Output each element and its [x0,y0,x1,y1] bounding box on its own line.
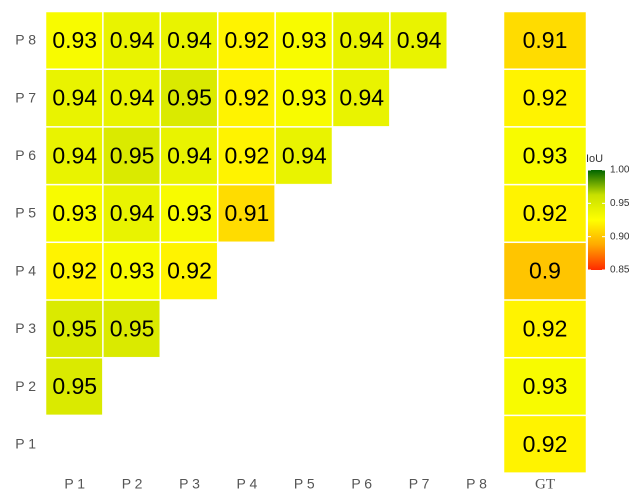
heatmap-cell [332,11,390,69]
colorbar-label: 0.95 [610,198,630,209]
heatmap-cell [275,127,333,185]
colorbar [588,170,605,270]
gt-cell [503,184,587,243]
cell-label: 0.95 [110,142,155,168]
cell-label: 0.92 [167,258,212,284]
cell-label: 0.95 [52,315,97,341]
cell-label: 0.94 [110,85,155,111]
y-tick-label: P 1 [15,435,36,451]
cell-label: 0.92 [225,142,270,168]
y-tick-label: P 8 [15,32,36,48]
heatmap-cell [160,184,218,243]
heatmap-cell [217,11,275,69]
heatmap-cell [103,242,161,300]
gt-cell-label: 0.92 [523,315,568,341]
heatmap-cell [160,242,218,300]
cell-label: 0.93 [110,258,155,284]
heatmap-cell [45,184,103,243]
heatmap-cell [103,127,161,185]
cell-label: 0.95 [52,373,97,399]
gt-cell [503,300,587,358]
x-tick-label: P 3 [179,476,200,492]
heatmap-cell [45,357,103,416]
gt-cell-label: 0.9 [529,258,561,284]
cell-label: 0.94 [167,142,212,168]
gt-cell [503,69,587,127]
gt-cell-label: 0.92 [523,85,568,111]
cell-label: 0.94 [110,200,155,226]
x-tick-label: P 4 [237,476,258,492]
x-tick-label: P 8 [466,476,487,492]
heatmap-cell [45,300,103,358]
cell-label: 0.94 [167,27,212,53]
colorbar-label: 0.85 [610,265,630,276]
gt-cell [503,11,587,69]
heatmap-cell [217,69,275,127]
cell-label: 0.94 [110,27,155,53]
gt-cell [503,127,587,185]
heatmap-cell [160,127,218,185]
cell-label: 0.94 [52,142,97,168]
x-tick-label: P 7 [409,476,430,492]
gt-cell [503,415,587,473]
x-tick-label: P 5 [294,476,315,492]
heatmap-cell [160,11,218,69]
colorbar-label: 1.00 [610,165,630,176]
y-tick-label: P 5 [15,205,36,221]
heatmap-cell [390,11,448,69]
x-tick-label: P 2 [122,476,143,492]
x-tick-label: P 1 [64,476,85,492]
y-tick-label: P 7 [15,89,36,105]
cell-label: 0.95 [110,315,155,341]
y-tick-label: P 6 [15,147,36,163]
cell-label: 0.92 [52,258,97,284]
heatmap-cell [275,69,333,127]
cell-label: 0.95 [167,85,212,111]
cell-label: 0.94 [52,85,97,111]
heatmap-cell [103,300,161,358]
colorbar-label: 0.90 [610,231,630,242]
cell-label: 0.93 [282,27,327,53]
gt-cell [503,357,587,416]
cell-label: 0.94 [282,142,327,168]
heatmap-cell [103,11,161,69]
gt-cell-label: 0.92 [523,431,568,457]
cell-label: 0.93 [52,200,97,226]
heatmap-cell [275,11,333,69]
y-tick-label: P 4 [15,262,36,278]
cell-label: 0.94 [397,27,442,53]
cell-label: 0.92 [225,85,270,111]
gt-cell-label: 0.91 [523,27,568,53]
y-tick-label: P 3 [15,320,36,336]
heatmap-cell [332,69,390,127]
cell-label: 0.93 [167,200,212,226]
heatmap-cell [45,11,103,69]
gt-cell-label: 0.93 [523,373,568,399]
legend-title: IoU [586,153,603,165]
cell-label: 0.91 [225,200,270,226]
heatmap-cell [45,69,103,127]
gt-label: GT [535,476,555,492]
gt-cell-label: 0.92 [523,200,568,226]
gt-cell [503,242,587,300]
heatmap-cell [103,69,161,127]
gt-cell-label: 0.93 [523,142,568,168]
cell-label: 0.94 [339,27,384,53]
cell-label: 0.93 [282,85,327,111]
cell-label: 0.93 [52,27,97,53]
heatmap-cell [160,69,218,127]
cell-label: 0.94 [339,85,384,111]
y-tick-label: P 2 [15,378,36,394]
heatmap-cell [45,242,103,300]
x-tick-label: P 6 [351,476,372,492]
heatmap-cell [45,127,103,185]
heatmap-cell [103,184,161,243]
heatmap-cell [217,127,275,185]
cell-label: 0.92 [225,27,270,53]
heatmap-cell [217,184,275,243]
